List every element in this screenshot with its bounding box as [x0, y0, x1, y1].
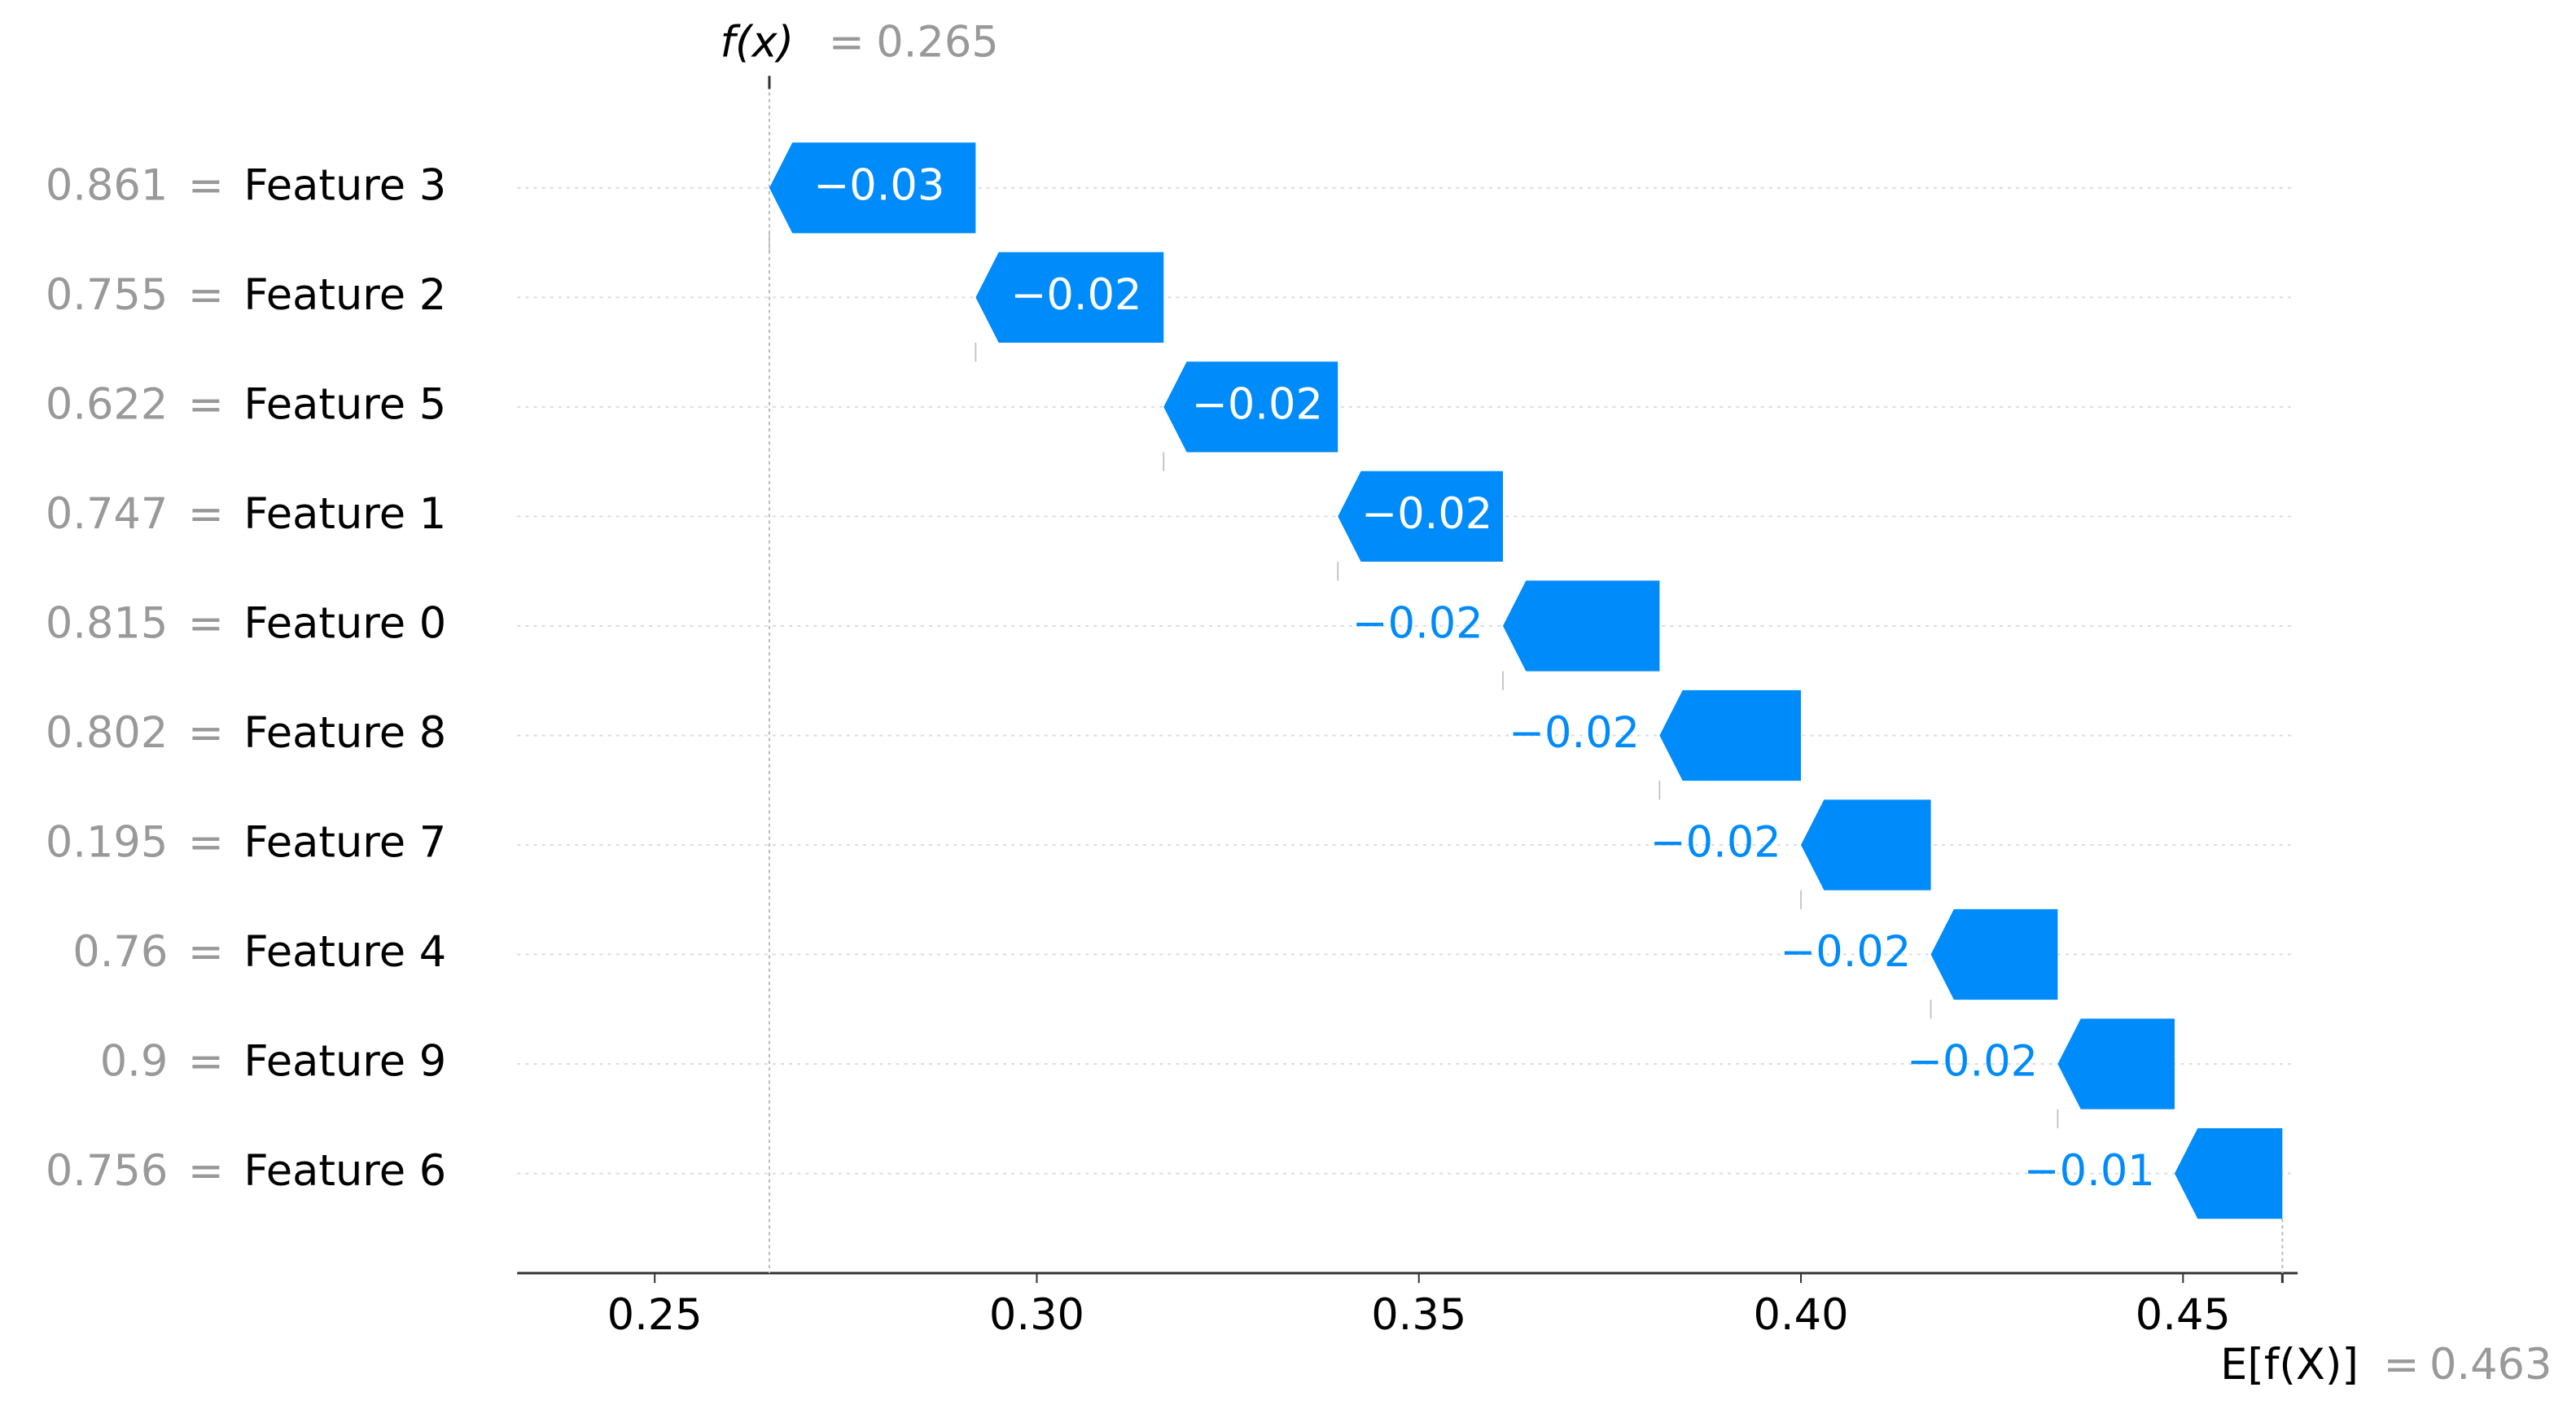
y-tick-label: Feature 2	[243, 270, 446, 320]
value-label: −0.02	[1509, 708, 1640, 758]
value-label: −0.02	[1361, 489, 1492, 539]
base-value: 0.463	[2429, 1340, 2552, 1390]
feature-value: 0.76	[72, 927, 168, 977]
y-tick-label: Feature 7	[243, 818, 446, 868]
value-label: −0.02	[1192, 380, 1323, 430]
feature-value: 0.755	[46, 270, 169, 320]
bar	[2057, 1018, 2175, 1110]
feature-value: 0.622	[46, 380, 169, 430]
y-tick-label: Feature 3	[243, 160, 446, 210]
value-label: −0.02	[1780, 927, 1911, 977]
bar	[1163, 361, 1338, 453]
value-label: −0.03	[813, 160, 944, 210]
feature-value: 0.802	[46, 708, 169, 758]
y-tick-label: Feature 4	[243, 927, 446, 977]
bar	[1801, 799, 1931, 891]
fx-label: f(x)	[720, 17, 794, 67]
x-tick-label: 0.45	[2136, 1290, 2231, 1340]
feature-separator: =	[188, 818, 224, 868]
bar	[769, 142, 976, 234]
x-tick-label: 0.25	[607, 1290, 703, 1340]
feature-value: 0.756	[46, 1146, 169, 1196]
feature-value: 0.195	[46, 818, 169, 868]
feature-separator: =	[188, 708, 224, 758]
x-tick-label: 0.35	[1371, 1290, 1466, 1340]
bar	[1502, 580, 1660, 672]
y-tick-label: Feature 0	[243, 599, 446, 649]
value-label: −0.02	[1907, 1037, 2038, 1087]
base-label: E[f(X)]	[2220, 1340, 2359, 1390]
y-tick-label: Feature 9	[243, 1037, 446, 1087]
base-separator: =	[2384, 1340, 2420, 1390]
value-label: −0.02	[1352, 599, 1483, 649]
fx-value: 0.265	[876, 17, 999, 67]
y-tick-label: Feature 8	[243, 708, 446, 758]
feature-separator: =	[188, 599, 224, 649]
fx-separator: =	[829, 17, 865, 67]
value-label: −0.02	[1010, 270, 1141, 320]
feature-separator: =	[188, 380, 224, 430]
bar	[1659, 689, 1802, 781]
feature-value: 0.815	[46, 599, 169, 649]
y-tick-label: Feature 5	[243, 380, 446, 430]
feature-separator: =	[188, 160, 224, 210]
feature-value: 0.747	[46, 489, 169, 539]
bar	[1930, 908, 2058, 1000]
bar	[1338, 471, 1503, 562]
feature-value: 0.861	[46, 160, 169, 210]
value-label: −0.02	[1650, 818, 1781, 868]
y-tick-label: Feature 6	[243, 1146, 446, 1196]
x-tick-label: 0.40	[1753, 1290, 1848, 1340]
y-tick-label: Feature 1	[243, 489, 446, 539]
value-label: −0.01	[2024, 1146, 2155, 1196]
feature-separator: =	[188, 927, 224, 977]
feature-separator: =	[188, 1037, 224, 1087]
feature-separator: =	[188, 1146, 224, 1196]
feature-separator: =	[188, 489, 224, 539]
bar	[975, 252, 1164, 343]
feature-value: 0.9	[100, 1037, 169, 1087]
x-tick-label: 0.30	[989, 1290, 1084, 1340]
bar	[2174, 1127, 2283, 1219]
feature-separator: =	[188, 270, 224, 320]
